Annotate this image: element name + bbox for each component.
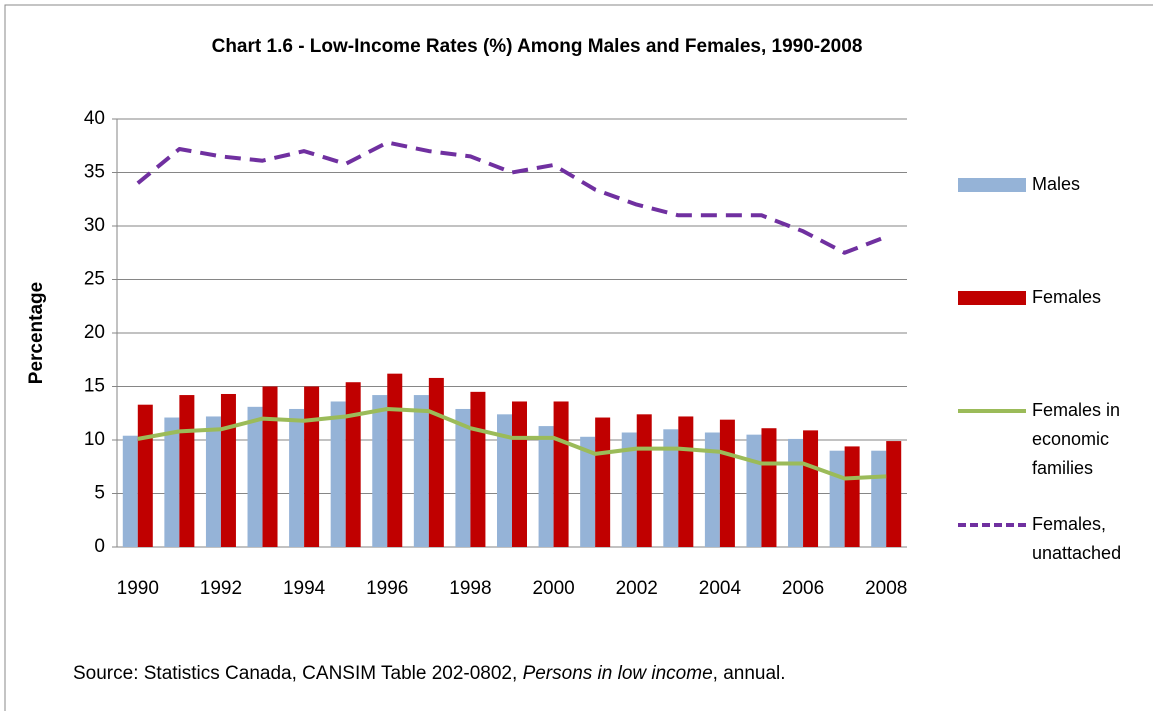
bar: [247, 406, 263, 547]
bar: [719, 419, 735, 547]
bar: [580, 436, 596, 547]
legend-swatch: [958, 409, 1026, 413]
y-tick-label: 20: [84, 322, 105, 343]
x-tick-label: 1992: [200, 578, 242, 599]
x-tick-label: 2002: [616, 578, 658, 599]
frame: [4, 4, 1153, 711]
bar: [137, 404, 153, 547]
y-tick-label: 40: [84, 108, 105, 129]
y-axis-label: Percentage: [26, 282, 47, 384]
x-tick-label: 1990: [117, 578, 159, 599]
legend-item: Females, unattached: [958, 510, 1148, 610]
bar: [428, 377, 444, 547]
bar: [220, 393, 236, 547]
bar: [746, 434, 762, 547]
bar: [205, 416, 221, 547]
x-tick-label: 1994: [283, 578, 326, 599]
bar: [304, 386, 320, 547]
chart-title: Chart 1.6 - Low-Income Rates (%) Among M…: [212, 36, 863, 57]
bar: [788, 438, 804, 547]
note-text: Source: Statistics Canada, CANSIM Table …: [73, 663, 523, 684]
bar: [164, 417, 180, 547]
bar: [413, 395, 429, 547]
y-tick-label: 35: [84, 162, 105, 183]
legend-swatch: [958, 291, 1026, 305]
line-series: [136, 140, 887, 255]
legend-swatch: [958, 178, 1026, 192]
x-tick-label: 2000: [532, 578, 574, 599]
bar: [803, 430, 819, 547]
y-tick-label: 10: [84, 429, 105, 450]
bar: [871, 450, 887, 547]
bar: [704, 432, 720, 547]
bar: [595, 417, 611, 547]
x-tick-label: 1998: [449, 578, 491, 599]
x-tick-label: 2004: [699, 578, 742, 599]
legend-label: Females, unattached: [1032, 514, 1122, 563]
legend-label: Males: [1032, 174, 1081, 194]
bar: [761, 428, 777, 547]
bar: [621, 432, 637, 547]
bar: [289, 408, 305, 547]
y-tick-label: 5: [94, 483, 105, 504]
line-series: [137, 407, 887, 481]
legend-swatch: [958, 523, 1026, 527]
bar: [512, 401, 527, 547]
x-tick-label: 2008: [865, 578, 907, 599]
legend-item: Males: [958, 170, 1148, 270]
y-tick-label: 15: [84, 376, 105, 397]
bar: [345, 382, 361, 547]
bar: [553, 401, 569, 547]
y-tick-label: 25: [84, 269, 105, 290]
legend-label: Females: [1032, 287, 1102, 307]
bar: [678, 416, 694, 547]
bar: [455, 408, 471, 547]
bar: [372, 395, 388, 547]
bar: [636, 414, 652, 547]
x-tick-label: 1996: [366, 578, 408, 599]
bar: [470, 391, 486, 547]
legend-label: Females in economic families: [1032, 400, 1121, 478]
note-italic: Persons in low income: [522, 663, 713, 684]
bar: [497, 414, 512, 547]
bar: [844, 446, 860, 547]
legend-item: Females: [958, 283, 1148, 383]
y-tick-label: 0: [94, 536, 105, 557]
y-tick-label: 30: [84, 215, 105, 236]
note-text: , annual.: [712, 663, 786, 684]
bar: [538, 426, 554, 547]
bar: [829, 450, 845, 547]
source-note: Source: Statistics Canada, CANSIM Table …: [73, 663, 786, 685]
bar: [387, 373, 403, 547]
bar: [330, 401, 346, 547]
bar: [122, 435, 138, 547]
legend-item: Females in economic families: [958, 396, 1148, 496]
bar: [179, 395, 195, 547]
bar: [886, 441, 902, 547]
x-tick-label: 2006: [782, 578, 824, 599]
bar: [663, 429, 679, 547]
bar: [262, 386, 278, 547]
